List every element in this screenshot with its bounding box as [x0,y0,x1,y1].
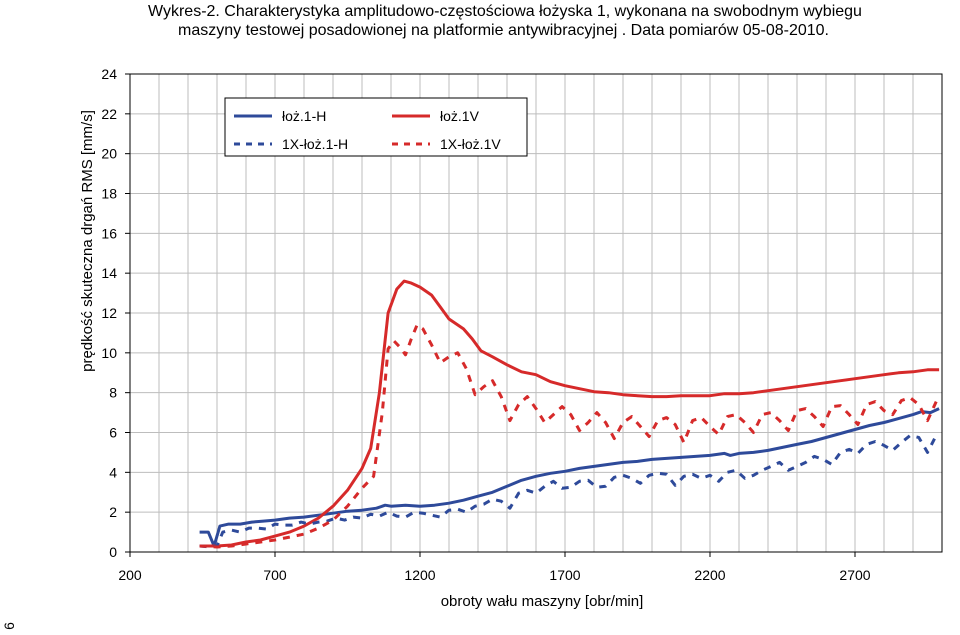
y-tick-label: 4 [109,464,117,480]
y-tick-label: 10 [101,345,117,361]
page-number: 6 [1,622,17,630]
chart-title-line-2: maszyny testowej posadowionej na platfor… [178,22,829,39]
x-tick-label: 200 [118,567,142,583]
legend-label-1x-loz1-v: 1X-łoż.1V [440,136,501,152]
series-layer [199,279,940,549]
legend-box [224,97,528,157]
y-tick-label: 14 [101,265,117,281]
series-line-1 [199,279,940,548]
y-tick-label: 16 [101,225,117,241]
series-line-2 [199,434,938,549]
y-tick-label: 0 [109,544,117,560]
y-tick-label: 8 [109,385,117,401]
legend-label-loz1-h: łoż.1-H [282,108,326,124]
y-tick-label: 20 [101,146,117,162]
x-tick-label: 700 [263,567,287,583]
x-tick-label: 2700 [839,567,870,583]
y-tick-label: 6 [109,425,117,441]
y-axis-label: prędkość skuteczna drgań RMS [mm/s] [79,110,96,372]
legend-label-loz1-v: łoż.1V [440,108,480,124]
x-tick-label: 2200 [694,567,725,583]
series-line-3 [199,323,938,549]
x-tick-label: 1700 [549,567,580,583]
y-tick-label: 18 [101,186,117,202]
y-tick-label: 22 [101,106,117,122]
legend: łoż.1-H łoż.1V 1X-łoż.1-H 1X-łoż.1V [224,97,528,157]
x-axis-label: obroty wału maszyny [obr/min] [441,593,644,610]
y-tick-label: 12 [101,305,117,321]
x-axis: 200 700 1200 1700 2200 2700 [118,552,871,583]
series-line-0 [199,407,940,548]
y-tick-label: 24 [101,66,117,82]
legend-label-1x-loz1-h: 1X-łoż.1-H [282,136,348,152]
x-tick-label: 1200 [404,567,435,583]
y-tick-label: 2 [109,504,117,520]
chart-title-line-1: Wykres-2. Charakterystyka amplitudowo-cz… [148,3,862,20]
